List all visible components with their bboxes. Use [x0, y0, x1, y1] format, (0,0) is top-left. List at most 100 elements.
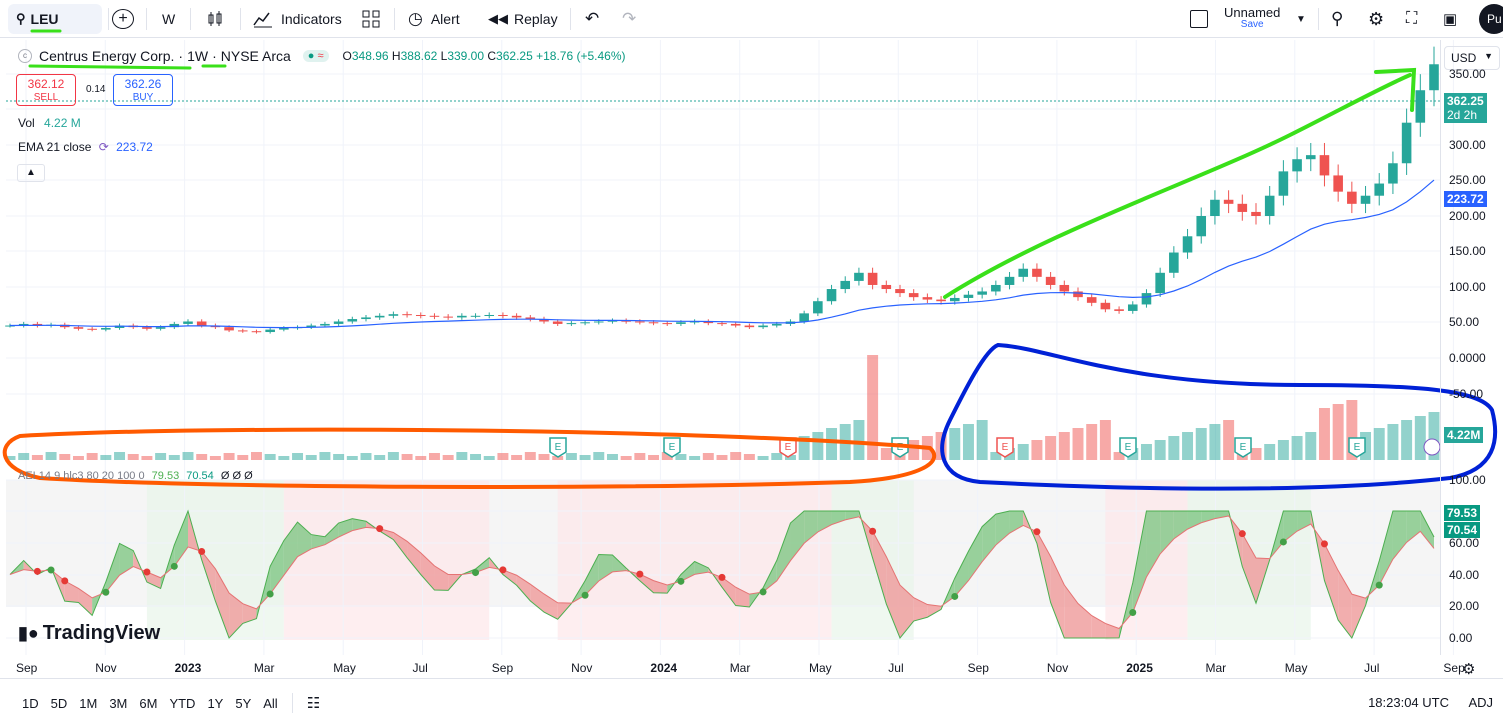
candle-body: [320, 323, 330, 326]
candles-icon[interactable]: [206, 5, 224, 33]
volume-bar: [743, 454, 755, 460]
range-button-ytd[interactable]: YTD: [169, 695, 196, 711]
candle-body: [977, 291, 987, 295]
alert-button[interactable]: ◷ Alert: [408, 5, 460, 33]
orange-circle-annotation: [2, 427, 937, 489]
oscillator-fill: [790, 511, 805, 561]
symbol-label: LEU: [30, 11, 59, 27]
volume-bar: [853, 420, 865, 460]
date-range-icon[interactable]: ☷: [306, 695, 321, 712]
candle-body: [183, 321, 193, 324]
volume-bar: [1332, 404, 1344, 460]
oscillator-fill: [1187, 511, 1202, 530]
volume-bar: [1072, 428, 1084, 460]
collapse-legend-button[interactable]: ▲: [17, 164, 45, 182]
currency-select[interactable]: USD ▼: [1444, 46, 1500, 70]
volume-bar: [237, 455, 249, 460]
market-status-icon[interactable]: ● ≈: [302, 50, 329, 62]
oscillator-fill: [105, 543, 120, 593]
user-avatar[interactable]: Pu: [1479, 4, 1503, 34]
volume-bar: [483, 456, 495, 460]
compare-symbol-icon[interactable]: +: [112, 9, 134, 29]
range-button-1m[interactable]: 1M: [79, 695, 98, 711]
crossover-dot: [951, 592, 959, 600]
layout-name-button[interactable]: Unnamed Save: [1224, 5, 1280, 30]
templates-icon[interactable]: [362, 5, 380, 33]
volume-bar: [538, 454, 550, 460]
oscillator-fill: [1201, 511, 1215, 523]
settings-gear-icon[interactable]: ⚙: [1368, 8, 1385, 29]
clock[interactable]: 18:23:04 UTC: [1368, 695, 1449, 710]
oscillator-legend[interactable]: AEI 14 9 hlc3 80 20 100 0 79.53 70.54 Ø …: [18, 470, 253, 482]
price-tick: 0.00: [1449, 631, 1473, 645]
volume-bar: [620, 456, 632, 460]
adjust-button[interactable]: ADJ: [1468, 695, 1493, 710]
chevron-down-icon[interactable]: ▼: [1296, 13, 1306, 25]
volume-bar: [72, 456, 84, 460]
camera-icon[interactable]: ▣: [1443, 11, 1458, 28]
oscillator-fill: [1146, 511, 1161, 577]
range-button-1d[interactable]: 1D: [22, 695, 39, 711]
trend-arrowhead-annotation: [1374, 67, 1417, 112]
undo-icon[interactable]: ↶: [585, 9, 600, 28]
volume-bar: [428, 453, 440, 460]
price-axis[interactable]: [1440, 40, 1503, 655]
crossover-dot: [581, 591, 589, 599]
indicators-button[interactable]: Indicators: [253, 5, 342, 33]
volume-bar: [127, 454, 139, 460]
candle-body: [881, 284, 892, 290]
divider: [570, 8, 571, 30]
tradingview-watermark[interactable]: ▮● TradingView: [18, 622, 160, 645]
crossover-dot: [198, 547, 206, 555]
time-axis[interactable]: Sep Nov 2023 Mar May Jul Sep Nov 2024 Mar May Jul Se…: [0, 655, 1503, 679]
range-button-6m[interactable]: 6M: [139, 695, 158, 711]
candle-body: [1032, 268, 1042, 277]
sell-button[interactable]: 362.12 SELL: [16, 74, 76, 106]
volume-bar: [387, 452, 399, 460]
volume-bar: [757, 456, 769, 460]
lightning-icon: [1423, 438, 1441, 456]
fullscreen-icon[interactable]: ⛶: [1406, 10, 1418, 27]
redo-icon[interactable]: ↷: [622, 9, 637, 28]
candle-body: [908, 293, 919, 298]
volume-bar: [1154, 440, 1166, 460]
settings-gear-icon[interactable]: ⚙: [1462, 661, 1476, 678]
oscillator-fill: [1214, 511, 1229, 519]
price-tick: 100.00: [1449, 473, 1486, 487]
layout-checkbox-icon[interactable]: [1190, 5, 1208, 33]
symbol-search[interactable]: ⚲ LEU: [8, 4, 102, 34]
volume-legend[interactable]: Vol 4.22 M: [18, 116, 81, 130]
volume-tag: 4.22M: [1444, 427, 1484, 443]
range-button-5d[interactable]: 5D: [50, 695, 68, 711]
replay-button[interactable]: ◀◀ Replay: [488, 5, 558, 33]
legend-title[interactable]: Centrus Energy Corp.: [39, 48, 175, 64]
range-button-1y[interactable]: 1Y: [207, 695, 224, 711]
volume-bar: [456, 452, 468, 460]
candle-body: [142, 327, 152, 329]
oscillator-fill: [598, 554, 613, 582]
candle-body: [1141, 293, 1152, 305]
range-button-3m[interactable]: 3M: [109, 695, 128, 711]
time-tick: Nov: [1046, 661, 1069, 675]
earnings-icon: [996, 437, 1014, 458]
buy-button[interactable]: 362.26 BUY: [113, 74, 173, 106]
range-button-all[interactable]: All: [263, 695, 278, 711]
range-button-5y[interactable]: 5Y: [235, 695, 252, 711]
candle-body: [689, 321, 700, 323]
volume-bar: [497, 453, 509, 460]
ema-legend[interactable]: EMA 21 close ⟳ 223.72: [18, 140, 153, 154]
volume-bar: [798, 436, 810, 460]
legend-interval[interactable]: 1W: [187, 48, 209, 64]
oscillator-fill: [201, 551, 216, 602]
volume-bar: [86, 453, 98, 460]
time-tick: Sep: [491, 661, 514, 675]
volume-bar: [826, 428, 838, 460]
oscillator-fill: [886, 556, 900, 638]
interval-button[interactable]: W: [162, 5, 175, 33]
quick-search-icon[interactable]: ⚲: [1331, 9, 1344, 28]
volume-bar: [100, 455, 112, 460]
oscillator-fill: [64, 580, 79, 603]
oscillator-fill: [1338, 570, 1352, 638]
volume-bar: [1414, 416, 1426, 460]
